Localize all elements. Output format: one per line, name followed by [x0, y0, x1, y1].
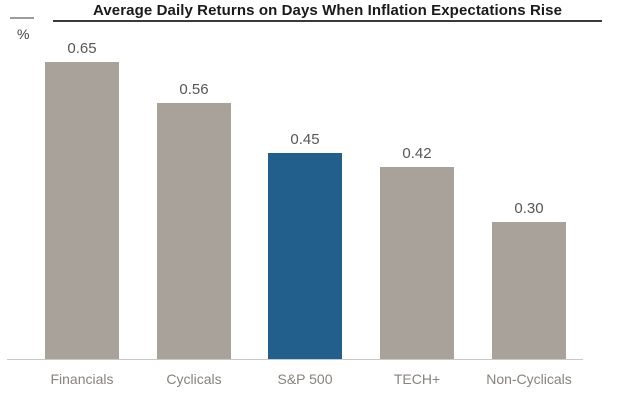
- bar-value-label: 0.42: [402, 145, 432, 162]
- x-axis-baseline: [7, 359, 583, 360]
- bar-value-label: 0.45: [290, 131, 320, 148]
- title-underline: [53, 20, 602, 22]
- bar-category-label: Financials: [50, 371, 114, 387]
- bar-financials: [45, 62, 119, 359]
- bar-value-label: 0.56: [179, 81, 209, 98]
- y-axis-tick: [10, 17, 34, 19]
- bar-group-cyclicals: 0.56 Cyclicals: [157, 81, 231, 387]
- bar-value-label: 0.30: [514, 200, 544, 217]
- bar-category-label: S&P 500: [277, 371, 333, 387]
- bar-cyclicals: [157, 103, 231, 359]
- bar-group-noncyclicals: 0.30 Non-Cyclicals: [486, 200, 572, 387]
- bar-group-tech: 0.42 TECH+: [380, 145, 454, 387]
- bar-group-financials: 0.65 Financials: [45, 40, 119, 387]
- bar-noncyclicals: [492, 222, 566, 359]
- y-axis-unit-label: %: [17, 26, 30, 42]
- bar-category-label: Non-Cyclicals: [486, 371, 572, 387]
- bar-category-label: TECH+: [393, 371, 441, 387]
- bar-category-label: Cyclicals: [166, 371, 222, 387]
- bar-group-sp500: 0.45 S&P 500: [268, 131, 342, 387]
- bar-sp500-highlighted: [268, 153, 342, 359]
- chart-title: Average Daily Returns on Days When Infla…: [92, 2, 563, 19]
- bar-tech: [380, 167, 454, 359]
- bar-value-label: 0.65: [67, 40, 97, 57]
